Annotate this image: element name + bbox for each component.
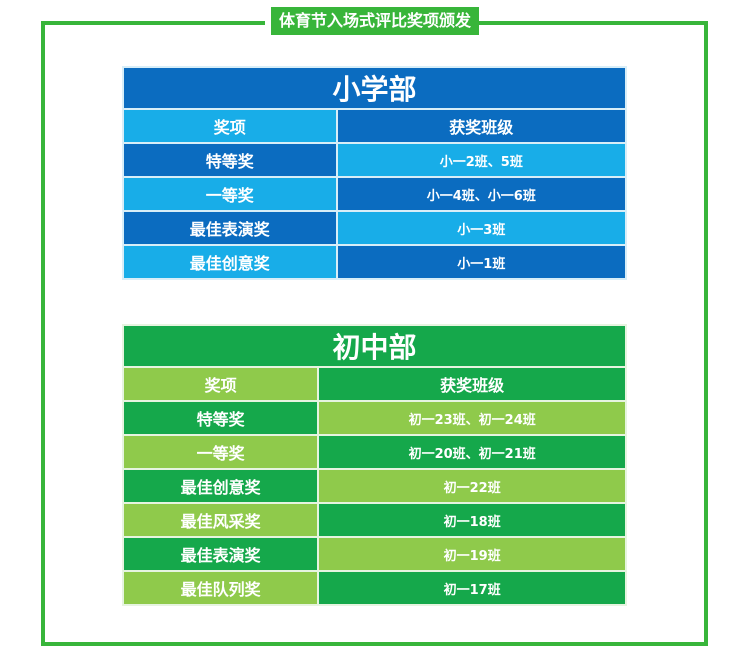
table-row: 最佳风采奖 初一18班 <box>121 502 627 538</box>
middle-school-table: 初中部 奖项 获奖班级 特等奖 初一23班、初一24班 一等奖 初一20班、初一21班最… <box>121 324 627 606</box>
table-row: 最佳表演奖 小一3班 <box>122 210 628 246</box>
class-cell: 小一3班 <box>335 210 628 246</box>
award-cell: 特等奖 <box>121 400 320 436</box>
table-row: 特等奖 小一2班、5班 <box>122 142 628 178</box>
award-cell: 最佳队列奖 <box>121 570 320 606</box>
table-row: 最佳创意奖 小一1班 <box>122 244 628 280</box>
table-row: 一等奖 小一4班、小一6班 <box>122 176 628 212</box>
table-row: 特等奖 初一23班、初一24班 <box>121 400 627 436</box>
column-header-award: 奖项 <box>122 108 338 144</box>
table-row: 最佳创意奖 初一22班 <box>121 468 627 504</box>
class-cell: 初一23班、初一24班 <box>317 400 627 436</box>
table-heading: 初中部 <box>122 324 627 368</box>
table-heading: 小学部 <box>122 66 627 110</box>
table-row: 最佳队列奖 初一17班 <box>121 570 627 606</box>
award-cell: 最佳创意奖 <box>122 244 338 280</box>
column-header-class: 获奖班级 <box>335 108 628 144</box>
class-cell: 初一22班 <box>317 468 627 504</box>
award-cell: 一等奖 <box>122 176 338 212</box>
award-cell: 最佳风采奖 <box>121 502 320 538</box>
award-cell: 特等奖 <box>122 142 338 178</box>
class-cell: 初一17班 <box>317 570 627 606</box>
column-header-class: 获奖班级 <box>317 366 627 402</box>
class-cell: 小一2班、5班 <box>335 142 628 178</box>
column-header-award: 奖项 <box>121 366 320 402</box>
class-cell: 初一20班、初一21班 <box>317 434 627 470</box>
table-row: 最佳表演奖 初一19班 <box>121 536 627 572</box>
award-cell: 一等奖 <box>121 434 320 470</box>
table-row: 一等奖 初一20班、初一21班 <box>121 434 627 470</box>
award-cell: 最佳表演奖 <box>122 210 338 246</box>
award-cell: 最佳创意奖 <box>121 468 320 504</box>
page-title: 体育节入场式评比奖项颁发 <box>271 7 479 35</box>
class-cell: 初一18班 <box>317 502 627 538</box>
class-cell: 小一4班、小一6班 <box>335 176 628 212</box>
class-cell: 小一1班 <box>335 244 628 280</box>
class-cell: 初一19班 <box>317 536 627 572</box>
primary-school-table: 小学部 奖项 获奖班级 特等奖 小一2班、5班 一等奖 小一4班、小一6班 最佳表演奖 小一… <box>122 66 628 280</box>
award-cell: 最佳表演奖 <box>121 536 320 572</box>
